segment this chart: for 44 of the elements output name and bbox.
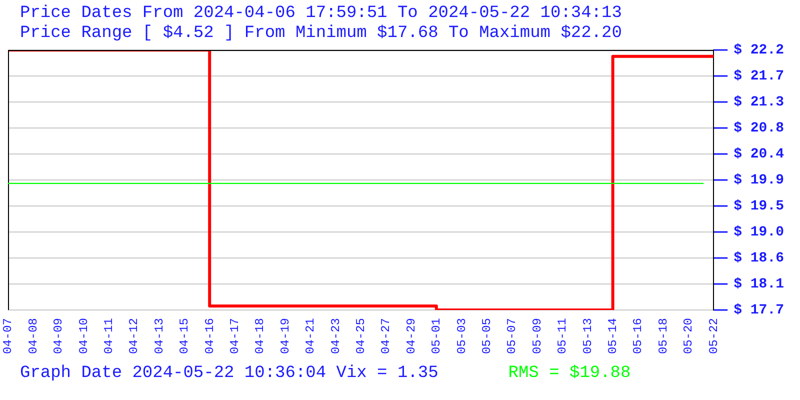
ref-line-label: RMS = $19.88	[508, 364, 631, 383]
y-tick-label: $ 19.0	[734, 224, 784, 241]
x-tick-label: 04-18	[253, 318, 268, 354]
chart-title: Price Dates From 2024-04-06 17:59:51 To 2024-05-22 10:34:13	[20, 4, 622, 23]
y-tick-label: $ 19.9	[734, 172, 784, 189]
y-tick-label: $ 22.2	[734, 42, 784, 59]
x-tick-label: 05-03	[454, 318, 469, 354]
x-tick-label: 05-13	[580, 318, 595, 354]
x-tick-label: 04-25	[354, 318, 368, 354]
x-tick-label: 04-27	[379, 318, 394, 354]
y-tick-label: $ 20.8	[734, 120, 784, 137]
x-tick-label: 04-08	[26, 318, 40, 354]
x-tick-label: 04-16	[202, 318, 217, 354]
x-tick-label: 04-29	[404, 318, 418, 354]
x-tick-label: 04-23	[328, 318, 343, 354]
x-tick-label: 05-20	[682, 318, 696, 354]
x-tick-label: 04-10	[76, 318, 91, 354]
y-tick-label: $ 18.1	[734, 276, 784, 293]
x-tick-label: 05-14	[606, 318, 620, 354]
text: Graph Date 2024-05-22 10:36:04 Vix = 1.35	[20, 364, 438, 383]
x-tick-label: 04-15	[178, 318, 192, 354]
y-tick-label: $ 21.3	[734, 94, 784, 111]
y-tick-label: $ 21.7	[734, 68, 784, 85]
y-tick-label: $ 20.4	[734, 146, 784, 163]
x-tick-label: 05-18	[656, 318, 670, 354]
x-tick-label: 04-12	[127, 318, 142, 354]
x-tick-label: 05-07	[505, 318, 520, 354]
x-tick-label: 05-05	[480, 318, 494, 354]
x-tick-label: 04-19	[278, 318, 292, 354]
x-tick-label: 04-07	[1, 318, 16, 354]
x-tick-label: 05-01	[430, 318, 444, 354]
y-tick-label: $ 19.5	[734, 198, 784, 215]
x-tick-label: 05-11	[556, 318, 570, 354]
x-tick-label: 04-09	[52, 318, 66, 354]
x-tick-label: 05-22	[706, 318, 721, 354]
x-tick-label: 04-17	[228, 318, 242, 354]
x-tick-label: 05-16	[631, 318, 646, 354]
x-tick-label: 04-21	[304, 318, 318, 354]
x-tick-label: 04-13	[152, 318, 166, 354]
chart-subtitle: Price Range [ $4.52 ] From Minimum $17.68 To Maximum $22.20	[20, 24, 622, 43]
y-tick-label: $ 17.7	[734, 302, 784, 319]
y-tick-label: $ 18.6	[734, 250, 784, 267]
x-tick-label: 04-11	[102, 318, 116, 354]
x-tick-label: 05-09	[530, 318, 544, 354]
